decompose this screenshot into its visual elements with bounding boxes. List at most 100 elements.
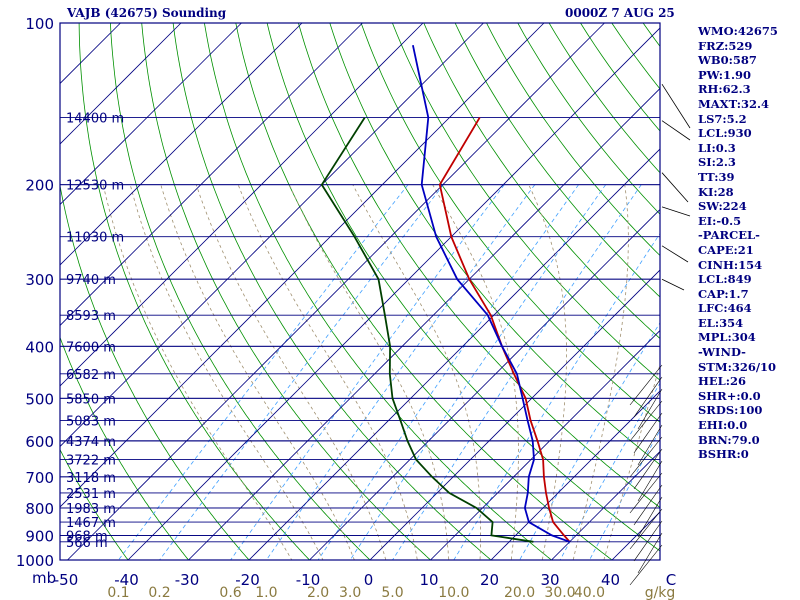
- plot-frame: [59, 22, 661, 561]
- height-level-label: 7600 m: [66, 340, 116, 355]
- dewpoint-trace: [320, 117, 534, 543]
- dry-adiabat-line: [392, 23, 660, 381]
- mixing-ratio-tick-label: 0.2: [148, 585, 170, 600]
- wind-barb-staff: [637, 496, 663, 538]
- pressure-tick-label: 900: [25, 527, 54, 545]
- isotherm-line: [60, 23, 484, 448]
- dry-adiabat-line: [141, 23, 432, 560]
- moist-adiabat-line: [432, 184, 519, 560]
- moist-adiabat-line: [528, 184, 567, 560]
- isotherm-line: [60, 23, 363, 327]
- moist-adiabat-line: [237, 184, 418, 560]
- mixing-ratio-tick-label: 10.0: [438, 585, 469, 600]
- mixing-ratio-tick-label: 20.0: [504, 585, 535, 600]
- isotherm-line: [127, 27, 660, 560]
- stat-item: SHR+:0.0: [698, 388, 761, 403]
- stat-item: RH:62.3: [698, 82, 751, 97]
- dry-adiabat-line: [235, 23, 613, 560]
- mixing-ratio-line: [265, 184, 536, 560]
- isotherm-line: [550, 450, 660, 560]
- isotherm-line: [66, 23, 605, 560]
- temperature-trace: [438, 117, 571, 543]
- stat-item: LCL:930: [698, 126, 752, 141]
- wind-barb-staff: [637, 388, 663, 430]
- mixing-ratio-tick-label: 0.1: [107, 585, 129, 600]
- height-level-label: 6582 m: [66, 368, 116, 383]
- temperature-tick-label: -30: [175, 571, 200, 589]
- station-title: VAJB (42675) Sounding: [67, 6, 227, 20]
- stat-item: EHI:0.0: [698, 418, 748, 433]
- wind-barb-staff: [637, 532, 663, 574]
- isotherm-line: [60, 23, 545, 508]
- height-level-label: 566 m: [66, 536, 108, 551]
- stat-item: STM:326/10: [698, 359, 777, 374]
- mixing-ratio-line: [230, 184, 505, 560]
- stat-item: LS7:5.2: [698, 111, 747, 126]
- pressure-tick-label: 800: [25, 500, 54, 518]
- isotherm-line: [490, 390, 660, 560]
- isotherm-line: [60, 23, 303, 266]
- isotherm-line: [369, 269, 660, 560]
- wind-barb-staff: [637, 424, 663, 466]
- mixing-ratio-tick-label: 3.0: [339, 585, 361, 600]
- moist-adiabat-line: [572, 184, 629, 560]
- dry-adiabat-line: [486, 23, 660, 257]
- height-level-label: 3118 m: [66, 471, 116, 486]
- mixing-ratio-line: [159, 184, 444, 560]
- height-level-label: 12530 m: [66, 179, 124, 194]
- isotherm-line: [187, 87, 660, 560]
- mixing-ratio-line: [317, 184, 579, 560]
- pressure-tick-label: 1000: [16, 552, 54, 570]
- height-level-label: 1467 m: [66, 516, 116, 531]
- pressure-tick-label: 600: [25, 433, 54, 451]
- isotherm-line: [60, 23, 182, 145]
- pressure-tick-label: 300: [25, 271, 54, 289]
- stat-item: FRZ:529: [698, 38, 753, 53]
- temperature-tick-label: 10: [419, 571, 438, 589]
- height-level-label: 11030 m: [66, 231, 124, 246]
- parcel-trace: [412, 45, 571, 543]
- wind-barb-staff: [661, 206, 691, 217]
- mixing-ratio-line: [117, 184, 409, 560]
- mixing-ratio-line: [559, 382, 660, 560]
- wind-barb-staff: [629, 472, 663, 514]
- stat-item: MAXT:32.4: [698, 96, 769, 111]
- stat-item: -WIND-: [698, 345, 746, 360]
- height-level-label: 9740 m: [66, 273, 116, 288]
- wind-barb-staff: [633, 376, 663, 418]
- height-level-label: 14400 m: [66, 112, 124, 127]
- stat-item: BRN:79.0: [698, 432, 760, 447]
- moist-adiabat-line: [352, 184, 481, 560]
- height-level-label: 5083 m: [66, 415, 116, 430]
- temperature-tick-label: -50: [54, 571, 79, 589]
- wind-barb-staff: [661, 172, 689, 203]
- isotherm-line: [308, 208, 660, 560]
- wind-barb-staff: [661, 120, 691, 141]
- moist-adiabat-line: [102, 184, 293, 560]
- mixing-ratio-tick-label: 2.0: [307, 585, 329, 600]
- mixing-ratio-tick-label: 5.0: [381, 585, 403, 600]
- pressure-tick-label: 100: [25, 15, 54, 33]
- moist-adiabat-line: [129, 184, 324, 560]
- stat-item: SI:2.3: [698, 155, 736, 170]
- pressure-tick-label: 700: [25, 469, 54, 487]
- stat-item: KI:28: [698, 184, 734, 199]
- wind-barb-staff: [633, 520, 663, 562]
- temperature-tick-label: 40: [601, 571, 620, 589]
- mixing-ratio-line: [453, 232, 660, 560]
- wind-barb-staff: [633, 484, 663, 526]
- mixing-ratio-line: [392, 184, 642, 560]
- mixing-ratio-unit-label: g/kg: [645, 585, 676, 600]
- stat-item: SRDS:100: [698, 403, 763, 418]
- dry-adiabat-line: [360, 23, 660, 423]
- wind-barb-staff: [661, 245, 689, 263]
- height-level-label: 2531 m: [66, 487, 116, 502]
- wind-barb-staff: [629, 544, 663, 586]
- mixing-ratio-line: [589, 429, 660, 560]
- wind-barb-staff: [629, 364, 663, 406]
- wind-barb-staff: [629, 400, 663, 442]
- stat-item: WMO:42675: [698, 24, 778, 38]
- height-level-label: 1983 m: [66, 502, 116, 517]
- stat-item: EL:354: [698, 315, 744, 330]
